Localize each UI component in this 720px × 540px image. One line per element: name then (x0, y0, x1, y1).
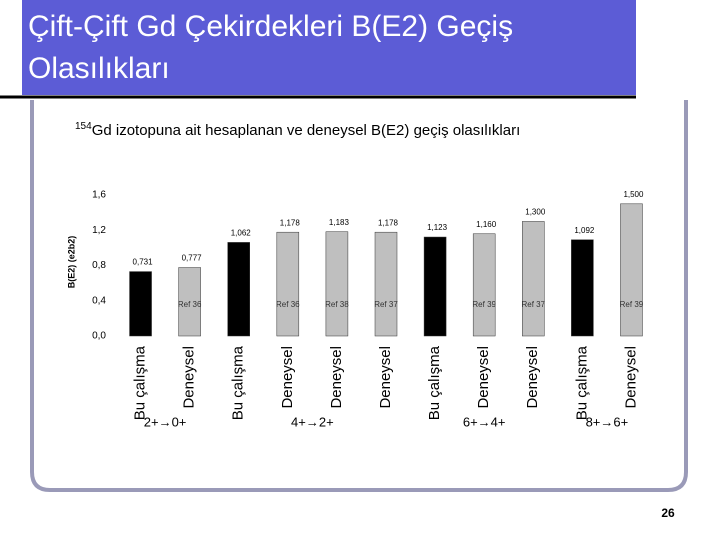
value-label: 1,160 (476, 220, 497, 229)
y-tick-label: 1,6 (92, 190, 106, 201)
subtitle: 154Gd izotopuna ait hesaplanan ve deneys… (75, 121, 520, 139)
bar (620, 203, 643, 337)
bar-label: Ref 37 (521, 300, 545, 309)
x-tick-label: Deneysel (279, 346, 296, 409)
page-number: 26 (661, 506, 675, 520)
bar-label: Ref 39 (620, 300, 644, 309)
value-label: 1,178 (378, 218, 399, 227)
frame (30, 100, 688, 492)
y-tick-label: 0,4 (92, 295, 106, 306)
subtitle-text: Gd izotopuna ait hesaplanan ve deneysel … (91, 122, 521, 139)
group-label: 8+→6+ (586, 414, 629, 429)
group-label: 6+→4+ (463, 414, 506, 429)
y-tick-label: 0,8 (92, 260, 106, 271)
bar (522, 221, 545, 337)
bar-label: Ref 37 (374, 300, 398, 309)
x-tick-label: Bu çalışma (426, 345, 443, 420)
y-axis-label: B(E2) (e2b2) (66, 236, 76, 289)
value-label: 1,178 (280, 218, 301, 227)
y-tick-label: 1,2 (92, 225, 106, 236)
value-label: 0,777 (182, 254, 203, 263)
value-label: 1,500 (623, 190, 644, 199)
value-label: 1,062 (231, 229, 252, 238)
bar (178, 267, 201, 337)
x-tick-label: Deneysel (181, 346, 198, 409)
bar (227, 242, 250, 337)
bar (129, 271, 152, 337)
x-tick-label: Bu çalışma (230, 345, 247, 420)
bar-label: Ref 36 (178, 300, 202, 309)
value-label: 1,183 (329, 218, 350, 227)
title-bar (22, 0, 636, 95)
bar (423, 236, 447, 337)
superscript: 154 (75, 121, 92, 132)
x-tick-label: Deneysel (328, 346, 345, 409)
y-tick-label: 0,0 (92, 331, 106, 342)
bar (472, 233, 496, 337)
x-tick-label: Deneysel (524, 346, 541, 409)
value-label: 1,123 (427, 223, 448, 232)
value-label: 0,731 (133, 258, 154, 267)
bar-label: Ref 38 (325, 300, 349, 309)
group-label: 4+→2+ (291, 414, 334, 429)
x-tick-label: Deneysel (377, 346, 394, 409)
x-tick-label: Bu çalışma (573, 345, 590, 420)
value-label: 1,300 (525, 208, 546, 217)
title: Çift-Çift Gd Çekirdekleri B(E2) Geçiş Ol… (28, 10, 514, 85)
bar (374, 231, 398, 337)
x-tick-label: Deneysel (475, 346, 492, 409)
x-tick-label: Deneysel (622, 346, 639, 409)
bar (571, 239, 594, 337)
x-tick-label: Bu çalışma (132, 345, 149, 420)
bar-label: Ref 36 (276, 300, 300, 309)
value-label: 1,092 (574, 226, 595, 235)
bar (276, 231, 300, 337)
bar-label: Ref 39 (472, 300, 496, 309)
bar (325, 231, 349, 337)
group-label: 2+→0+ (144, 414, 187, 429)
